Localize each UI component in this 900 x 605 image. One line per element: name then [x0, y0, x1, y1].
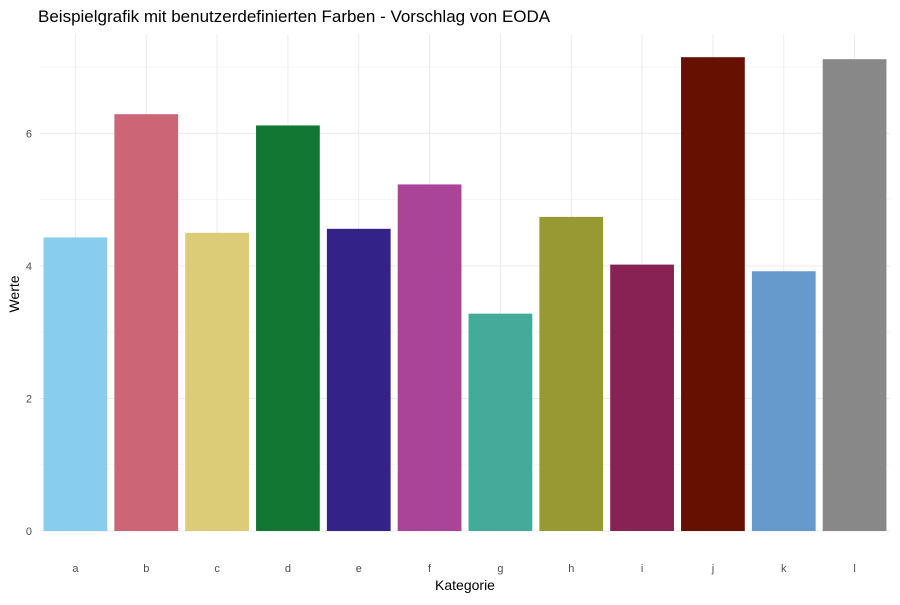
bar-e	[326, 228, 391, 531]
x-axis-title: Kategorie	[435, 577, 495, 593]
y-tick-label: 2	[26, 393, 32, 405]
bar-a	[43, 237, 108, 531]
x-tick-label: e	[356, 563, 362, 575]
x-tick-label: l	[853, 563, 855, 575]
bar-h	[539, 216, 604, 531]
bar-j	[681, 57, 745, 532]
x-tick-label: i	[641, 563, 643, 575]
x-tick-label: k	[781, 563, 787, 575]
y-tick-label: 4	[26, 261, 32, 273]
y-tick-labels: 0 2 4 6	[26, 128, 32, 538]
bar-b	[114, 114, 179, 531]
y-tick-label: 0	[26, 526, 32, 538]
x-tick-label: c	[214, 563, 220, 575]
x-tick-label: h	[568, 563, 574, 575]
x-tick-label: b	[143, 563, 149, 575]
chart-title: Beispielgrafik mit benutzerdefinierten F…	[38, 7, 551, 26]
x-tick-label: d	[285, 563, 291, 575]
x-tick-label: f	[428, 563, 432, 575]
x-tick-label: g	[497, 563, 503, 575]
bar-g	[468, 313, 533, 531]
bar-c	[185, 232, 249, 532]
y-axis-title: Werte	[6, 275, 22, 312]
x-tick-label: j	[711, 563, 714, 575]
bars	[43, 57, 887, 532]
bar-k	[751, 271, 816, 531]
bar-i	[610, 264, 674, 531]
bar-d	[256, 125, 320, 531]
x-tick-labels: a b c d e f g h i j k l	[72, 563, 855, 575]
y-tick-label: 6	[26, 128, 32, 140]
bar-f	[397, 184, 462, 531]
x-tick-label: a	[72, 563, 79, 575]
bar-l	[822, 59, 887, 531]
